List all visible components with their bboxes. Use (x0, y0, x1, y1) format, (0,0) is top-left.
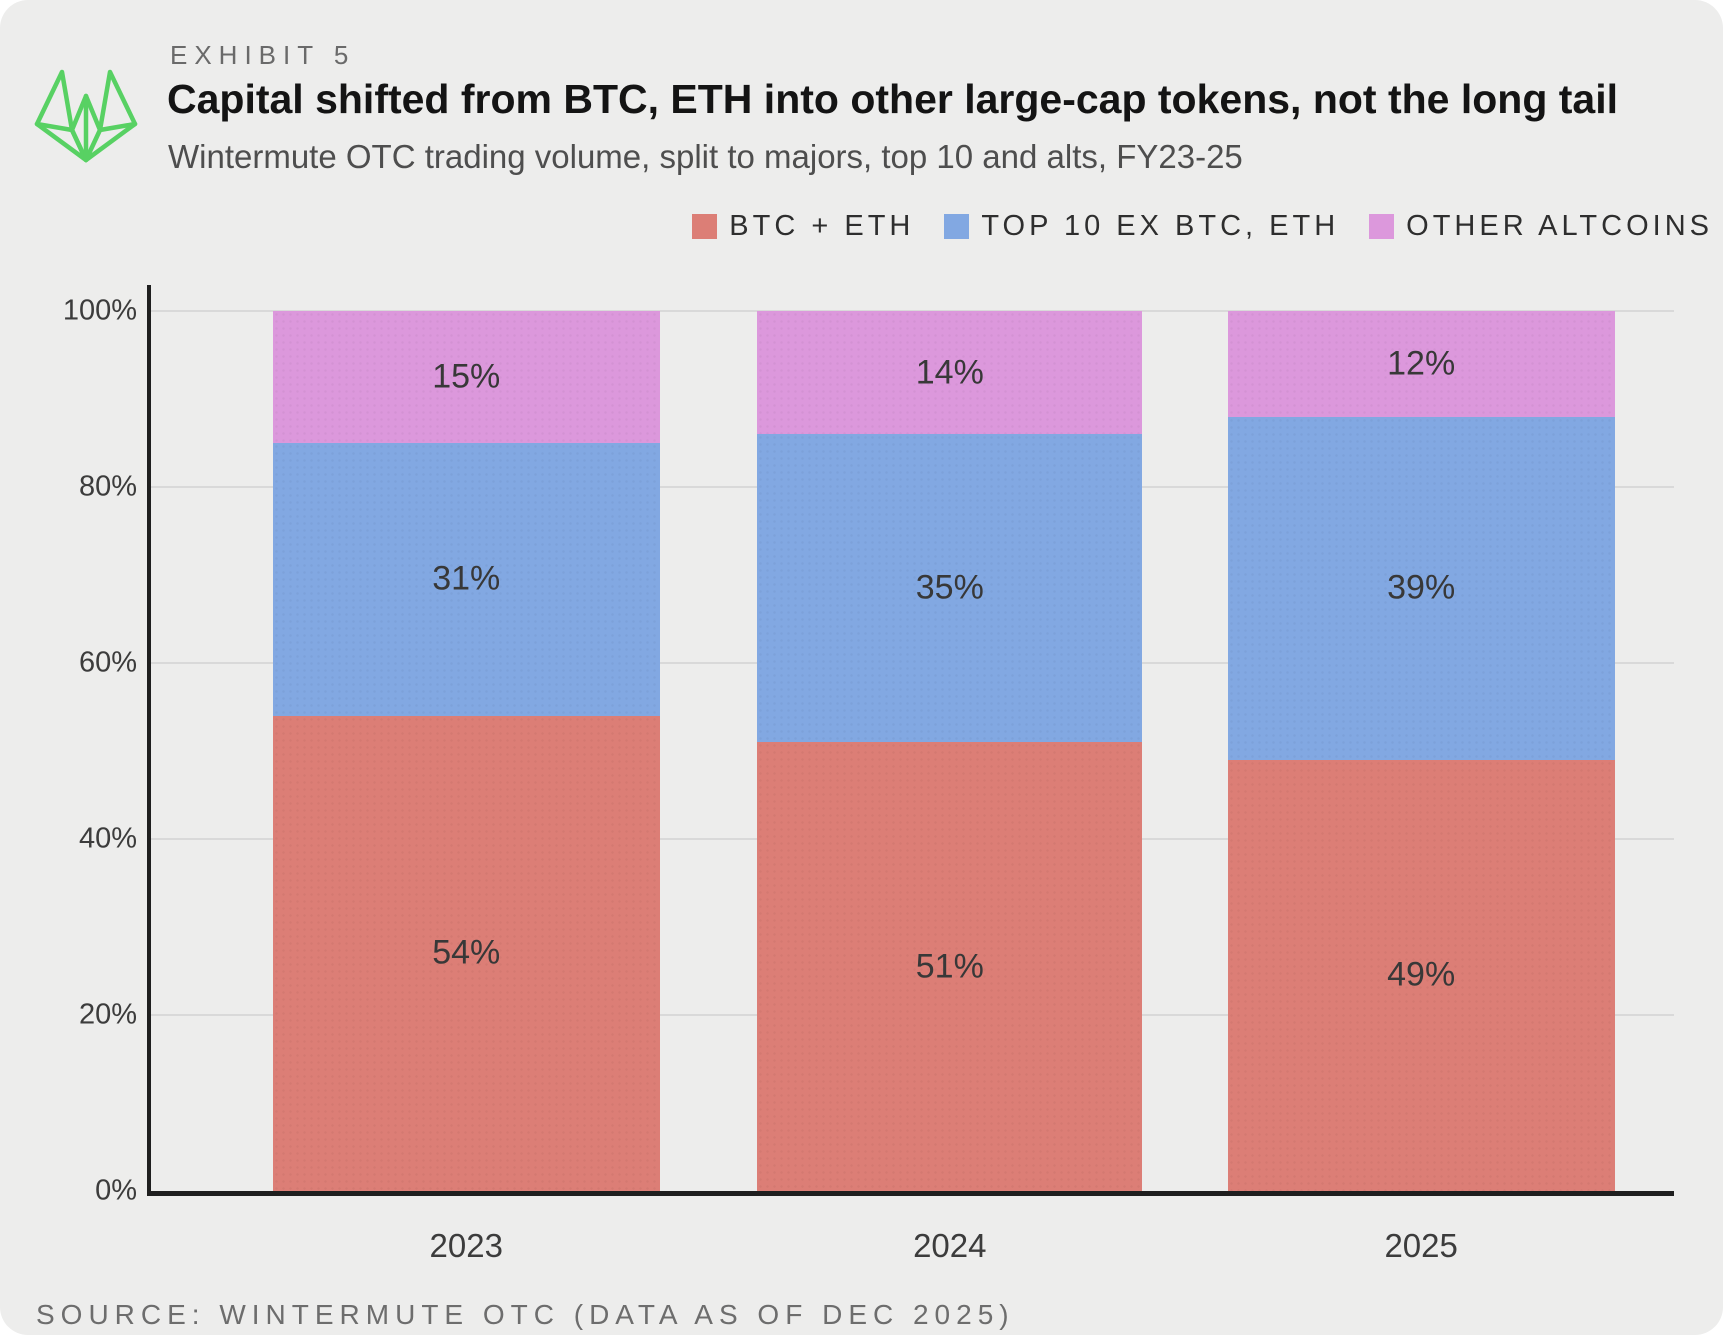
segment-label: 39% (1387, 568, 1456, 607)
segment-2024-top10: 35% (757, 434, 1143, 743)
segment-label: 14% (915, 353, 984, 392)
page-title: Capital shifted from BTC, ETH into other… (167, 76, 1619, 122)
legend-item-btc-eth: BTC + ETH (692, 210, 914, 243)
segment-label: 12% (1387, 344, 1456, 383)
y-tick-60: 60% (78, 646, 137, 679)
source-note: SOURCE: WINTERMUTE OTC (DATA AS OF DEC 2… (36, 1299, 1015, 1330)
wintermute-logo (34, 69, 138, 163)
legend-label: BTC + ETH (729, 210, 915, 242)
segment-2023-top10: 31% (272, 443, 660, 716)
segment-2025-btc-eth: 49% (1227, 759, 1615, 1191)
plot-area: 100% 80% 60% 40% 20% 0% 15% 31% 54% 14% … (63, 285, 1674, 1264)
segment-2025-other-altcoins: 12% (1227, 311, 1615, 417)
segment-2024-btc-eth: 51% (757, 742, 1143, 1191)
segment-label: 51% (915, 947, 984, 986)
legend-label: OTHER ALTCOINS (1406, 210, 1713, 242)
bar-2023: 15% 31% 54% (272, 311, 660, 1191)
bar-2025: 12% 39% 49% (1227, 311, 1615, 1191)
y-tick-80: 80% (78, 470, 137, 503)
legend-label: TOP 10 EX BTC, ETH (981, 210, 1340, 242)
segment-2024-other-altcoins: 14% (757, 311, 1143, 435)
legend-item-other-altcoins: OTHER ALTCOINS (1369, 210, 1713, 243)
legend-swatch-other-altcoins (1369, 214, 1395, 239)
segment-2023-btc-eth: 54% (272, 715, 660, 1191)
segment-label: 49% (1387, 955, 1456, 994)
y-axis-line (147, 285, 151, 1196)
segment-label: 15% (432, 357, 501, 396)
chart-legend: BTC + ETH TOP 10 EX BTC, ETH OTHER ALTCO… (692, 210, 1713, 243)
exhibit-label: EXHIBIT 5 (170, 40, 356, 70)
y-tick-100: 100% (62, 294, 137, 327)
segment-2025-top10: 39% (1227, 416, 1615, 760)
x-tick-2025: 2025 (1384, 1227, 1458, 1264)
legend-item-top10: TOP 10 EX BTC, ETH (944, 210, 1339, 243)
y-tick-40: 40% (78, 822, 137, 855)
segment-label: 54% (432, 933, 501, 972)
segment-label: 35% (915, 568, 984, 607)
bar-2024: 14% 35% 51% (757, 311, 1143, 1191)
y-tick-0: 0% (95, 1174, 137, 1207)
x-tick-2024: 2024 (913, 1227, 987, 1264)
y-tick-20: 20% (78, 998, 137, 1031)
x-tick-2023: 2023 (429, 1227, 503, 1264)
legend-swatch-btc-eth (692, 214, 718, 239)
page-subtitle: Wintermute OTC trading volume, split to … (168, 138, 1243, 175)
segment-2023-other-altcoins: 15% (272, 311, 660, 443)
legend-swatch-top10 (944, 214, 970, 239)
segment-label: 31% (432, 559, 501, 598)
